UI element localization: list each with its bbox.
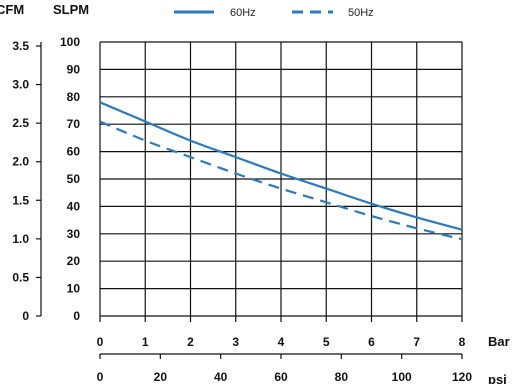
- psi-axis-title: psi: [488, 372, 507, 384]
- slpm-tick-label: 30: [67, 227, 81, 241]
- bar-tick-label: 5: [323, 335, 330, 349]
- cfm-axis-title: CFM: [0, 2, 24, 17]
- bar-tick-label: 6: [368, 335, 375, 349]
- slpm-tick-label: 100: [60, 35, 80, 49]
- slpm-tick-label: 80: [67, 90, 81, 104]
- series-layer: [99, 101, 463, 241]
- legend-label-60hz: 60Hz: [230, 7, 256, 19]
- slpm-tick-label: 50: [67, 172, 81, 186]
- cfm-tick-label: 1.0: [12, 232, 29, 246]
- cfm-tick-label: 2.5: [12, 116, 29, 130]
- cfm-tick-label: 2.0: [12, 155, 29, 169]
- psi-tick-label: 120: [452, 370, 472, 384]
- legend: 60Hz 50Hz: [174, 7, 374, 19]
- bar-axis-title: Bar: [488, 334, 510, 349]
- bar-tick-label: 7: [413, 335, 420, 349]
- slpm-tick-label: 0: [73, 309, 80, 323]
- bar-tick-label: 0: [97, 335, 104, 349]
- slpm-tick-label: 60: [67, 145, 81, 159]
- psi-tick-label: 0: [97, 370, 104, 384]
- psi-tick-label: 80: [335, 370, 349, 384]
- slpm-tick-label: 20: [67, 254, 81, 268]
- bar-tick-label: 3: [232, 335, 239, 349]
- psi-tick-label: 60: [274, 370, 288, 384]
- slpm-tick-label: 10: [67, 282, 81, 296]
- grid: [99, 41, 463, 317]
- bar-tick-label: 2: [187, 335, 194, 349]
- bar-tick-label: 4: [278, 335, 285, 349]
- cfm-tick-label: 1.5: [12, 193, 29, 207]
- series-line-50hz: [99, 120, 463, 241]
- psi-tick-label: 40: [214, 370, 228, 384]
- cfm-tick-label: 3.0: [12, 78, 29, 92]
- series-line-60hz: [99, 101, 463, 231]
- slpm-tick-label: 40: [67, 199, 81, 213]
- slpm-tick-label: 70: [67, 117, 81, 131]
- psi-tick-label: 20: [154, 370, 168, 384]
- cfm-tick-label: 0.5: [12, 270, 29, 284]
- psi-tick-label: 100: [392, 370, 412, 384]
- cfm-tick-label: 0: [22, 309, 29, 323]
- legend-label-50hz: 50Hz: [348, 7, 374, 19]
- cfm-tick-label: 3.5: [12, 39, 29, 53]
- slpm-tick-label: 90: [67, 62, 81, 76]
- bar-tick-label: 1: [142, 335, 149, 349]
- slpm-axis-title: SLPM: [53, 2, 89, 17]
- bar-tick-label: 8: [459, 335, 466, 349]
